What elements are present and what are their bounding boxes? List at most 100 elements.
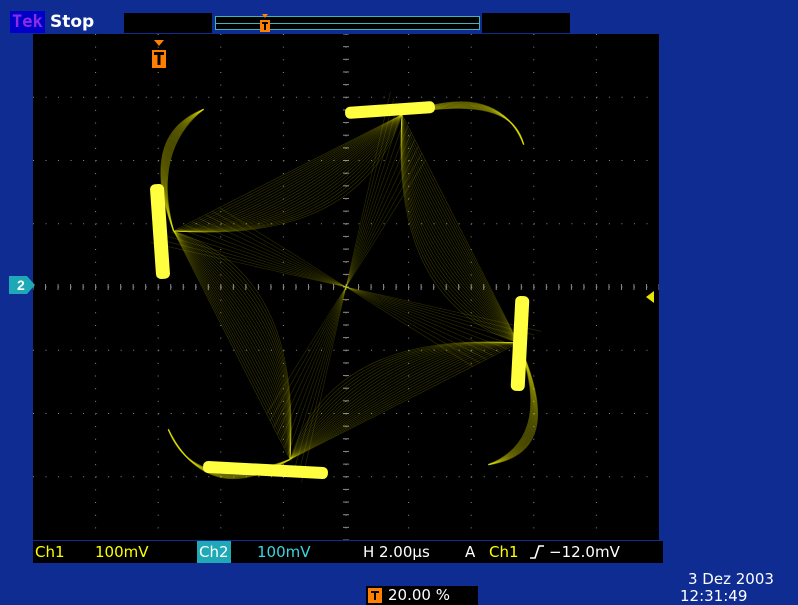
trace-segment [266, 286, 347, 414]
trace-segment [401, 114, 519, 344]
trace-segment [289, 342, 519, 460]
trace-segment [289, 342, 519, 460]
trace-segment [205, 214, 347, 288]
ch2-label[interactable]: Ch2 [197, 541, 231, 563]
trace-segment [173, 230, 292, 460]
trigger-level: −12.0mV [549, 543, 620, 561]
trace-segment [400, 114, 519, 344]
trace-segment [165, 108, 204, 232]
trace-segment [173, 114, 403, 232]
rising-edge-icon [529, 541, 545, 566]
trace-segment [269, 286, 347, 421]
trace-segment [289, 341, 519, 460]
trace-segment [173, 230, 291, 460]
trigger-icon [368, 588, 382, 603]
trace-segment [287, 286, 347, 456]
trace-corner [150, 183, 170, 280]
trace-segment [173, 230, 291, 460]
ch1-label[interactable]: Ch1 [35, 543, 65, 561]
trace-segment [400, 114, 519, 344]
trace-segment [289, 342, 519, 460]
trace-segment [289, 342, 519, 460]
trace-segment [164, 108, 204, 232]
trace-segment [198, 217, 347, 288]
trace-segment [173, 114, 403, 232]
status-bar: Tek Stop [0, 0, 798, 34]
trace-segment [150, 242, 347, 288]
trace-segment [297, 286, 347, 476]
trace-segment [294, 286, 347, 469]
trace-segment [345, 146, 419, 288]
trace-segment [173, 114, 403, 232]
trigger-level-icon[interactable] [646, 288, 660, 303]
status-box [482, 13, 570, 33]
trace-segment [345, 286, 473, 367]
trace-corner [203, 460, 328, 480]
trace-segment [173, 230, 291, 460]
trace-segment [289, 342, 519, 460]
trace-segment [212, 210, 347, 288]
trace-segment [401, 114, 519, 344]
trace-segment [289, 342, 519, 460]
trace-segment [173, 114, 403, 232]
trace-segment [173, 230, 291, 460]
trace-segment [173, 230, 291, 460]
trace-segment [173, 230, 292, 460]
trace-segment [157, 238, 347, 288]
trace-segment [280, 286, 347, 442]
trace-segment [173, 114, 403, 232]
trace-segment [184, 224, 347, 288]
trace-segment [401, 114, 519, 344]
trace-segment [345, 139, 416, 288]
trace-segment [164, 235, 347, 288]
trace-segment [289, 342, 519, 460]
trace-segment [273, 286, 347, 428]
waveform-display[interactable] [33, 34, 659, 540]
trace-segment [173, 114, 403, 232]
trace-segment [345, 132, 412, 288]
trace-segment [173, 230, 291, 460]
record-view-line [216, 23, 479, 24]
trace-segment [162, 108, 204, 232]
trace-segment [345, 112, 402, 288]
trace-segment [160, 108, 204, 232]
trace-segment [345, 286, 494, 357]
trace-segment [400, 114, 519, 344]
xy-plot [33, 34, 659, 540]
trace-segment [400, 114, 519, 344]
trace-segment [173, 230, 291, 460]
trace-segment [161, 108, 204, 232]
trace-segment [345, 118, 405, 288]
channel-2-marker[interactable]: 2 [9, 276, 35, 294]
trace-segment [171, 231, 347, 288]
trace-segment [173, 114, 403, 232]
trace-segment [289, 341, 519, 460]
trace-segment [173, 114, 403, 232]
trace-segment [219, 207, 347, 288]
xy-trace [150, 91, 542, 483]
trace-segment [345, 153, 423, 288]
trace-segment [173, 230, 292, 460]
trace-segment [173, 114, 403, 232]
horizontal-scale: 2.00µs [379, 543, 430, 561]
date-readout: 3 Dez 2003 [688, 570, 774, 588]
trigger-mode: A [465, 543, 476, 561]
trace-segment [488, 342, 534, 466]
trace-segment [345, 286, 487, 360]
trace-segment [173, 114, 403, 233]
trace-segment [173, 114, 403, 233]
trace-segment [173, 230, 291, 460]
trace-segment [173, 230, 291, 460]
trace-segment [345, 286, 508, 350]
record-view-bar [215, 16, 480, 30]
trace-segment [401, 114, 519, 344]
horizontal-label: H [363, 543, 375, 561]
trace-segment [289, 341, 519, 460]
trace-segment [173, 114, 403, 232]
trace-segment [173, 230, 291, 460]
trace-segment [289, 342, 519, 460]
trace-segment [163, 108, 204, 232]
acquisition-state: Stop [50, 12, 95, 32]
time-readout: 12:31:49 [680, 587, 748, 605]
trace-corner [510, 295, 530, 392]
